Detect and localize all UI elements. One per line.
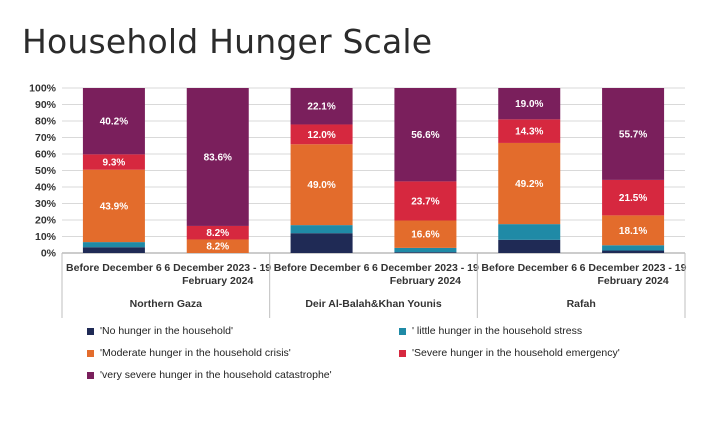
bar-segment [394,247,457,253]
y-tick-label: 90% [35,99,57,111]
data-label: 55.7% [619,129,647,140]
bar-segment [394,252,457,253]
bar-segment [602,250,665,253]
legend-label: 'No hunger in the household' [100,325,234,337]
bar-segment [186,88,249,226]
bar-segment [290,144,353,226]
group-label: Northern Gaza [130,298,203,310]
bar-segment [290,225,353,234]
bar-segment [82,169,145,243]
legend-item: ' little hunger in the household stress [399,325,582,337]
data-label: 40.2% [100,117,128,128]
data-label: 18.1% [619,226,647,237]
y-tick-label: 100% [29,83,57,95]
x-tick-label: 6 December 2023 - 19 [372,262,479,274]
data-label: 14.3% [515,127,543,138]
bar-segment [498,224,561,240]
y-tick-label: 30% [35,198,57,210]
y-tick-label: 10% [35,231,57,243]
bar-segment [602,88,665,180]
bar-segment [394,220,457,248]
x-tick-label: Before December 6 [274,262,370,274]
data-label: 56.6% [411,130,439,141]
x-tick-label: Before December 6 [66,262,162,274]
bar-segment [394,88,457,182]
data-label: 8.2% [206,242,229,253]
legend-label: 'Moderate hunger in the household crisis… [100,347,291,359]
bar-segment [290,88,353,125]
bar-segment [186,239,249,253]
x-tick-label: February 2024 [597,275,668,287]
bar-segment [82,88,145,155]
bar-segment [82,242,145,248]
bar-segment [602,245,665,251]
page-title: Household Hunger Scale [22,22,433,61]
bar-segment [290,124,353,145]
bar-segment [394,181,457,221]
bar-segment [290,233,353,253]
y-tick-label: 0% [41,248,57,260]
legend-swatch [399,349,406,357]
legend-item: 'No hunger in the household' [87,325,233,337]
legend-item: 'very severe hunger in the household cat… [87,369,332,381]
data-label: 8.2% [206,228,229,239]
bar-segment [82,247,145,253]
group-label: Deir Al-Balah&Khan Younis [305,298,441,310]
bar-segment [498,142,561,225]
data-label: 83.6% [204,152,232,163]
legend-swatch [87,349,94,357]
bar-segment [602,179,665,216]
data-label: 49.0% [307,180,335,191]
x-tick-label: Before December 6 [481,262,577,274]
data-label: 12.0% [307,130,335,141]
bar-segment [186,225,249,240]
data-label: 49.2% [515,179,543,190]
bar-segment [602,215,665,246]
data-label: 22.1% [307,102,335,113]
y-tick-label: 80% [35,116,57,128]
x-tick-label: February 2024 [390,275,461,287]
x-tick-label: 6 December 2023 - 19 [580,262,687,274]
legend-item: 'Severe hunger in the household emergenc… [399,347,620,359]
bar-segment [498,239,561,253]
bar-segment [82,154,145,170]
data-label: 19.0% [515,99,543,110]
y-tick-label: 50% [35,165,57,177]
legend-item: 'Moderate hunger in the household crisis… [87,347,291,359]
data-label: 21.5% [619,193,647,204]
legend-label: ' little hunger in the household stress [412,325,583,337]
y-tick-label: 60% [35,149,57,161]
bar-segment [498,88,561,120]
x-tick-label: February 2024 [182,275,253,287]
x-tick-label: 6 December 2023 - 19 [164,262,271,274]
legend-label: 'very severe hunger in the household cat… [100,369,332,381]
y-tick-label: 20% [35,215,57,227]
bar-segment [498,119,561,143]
data-label: 43.9% [100,201,128,212]
data-label: 23.7% [411,196,439,207]
data-label: 9.3% [103,158,126,169]
group-label: Rafah [567,298,596,310]
data-label: 16.6% [411,230,439,241]
legend-label: 'Severe hunger in the household emergenc… [412,347,620,359]
y-tick-label: 70% [35,132,57,144]
legend-swatch [399,327,406,335]
legend-swatch [87,327,94,335]
y-tick-label: 40% [35,182,57,194]
legend-swatch [87,371,94,379]
